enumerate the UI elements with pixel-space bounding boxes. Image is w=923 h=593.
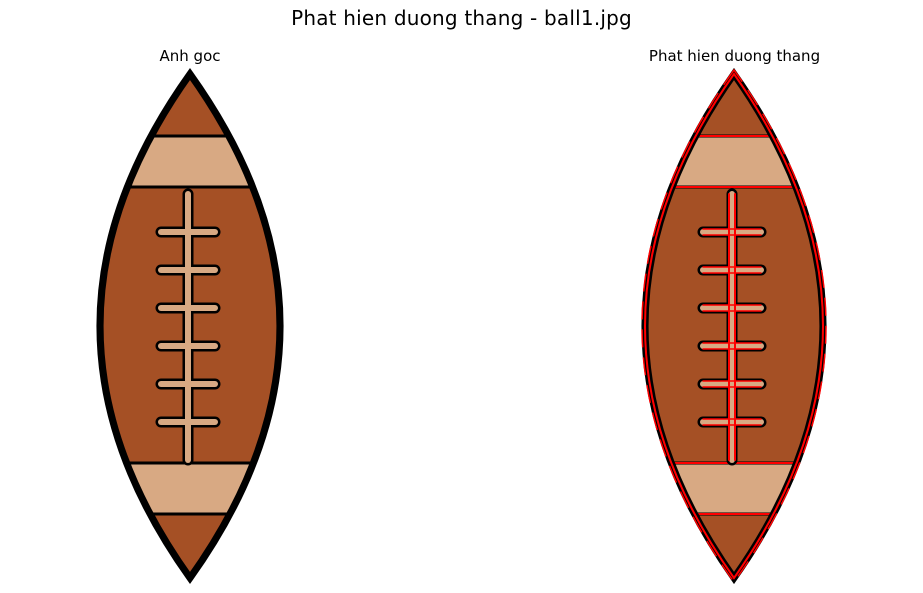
lace-group bbox=[155, 188, 221, 466]
panel-title-line-detection: Phat hien duong thang bbox=[648, 47, 821, 65]
panel-line-detection: Phat hien duong thang bbox=[562, 44, 907, 585]
panel-original: Anh goc bbox=[20, 44, 360, 585]
football-icon bbox=[96, 67, 284, 585]
panel-title-original: Anh goc bbox=[159, 47, 221, 65]
figure-title: Phat hien duong thang - ball1.jpg bbox=[291, 6, 632, 30]
lace-group bbox=[697, 188, 767, 466]
football-icon bbox=[641, 67, 827, 585]
